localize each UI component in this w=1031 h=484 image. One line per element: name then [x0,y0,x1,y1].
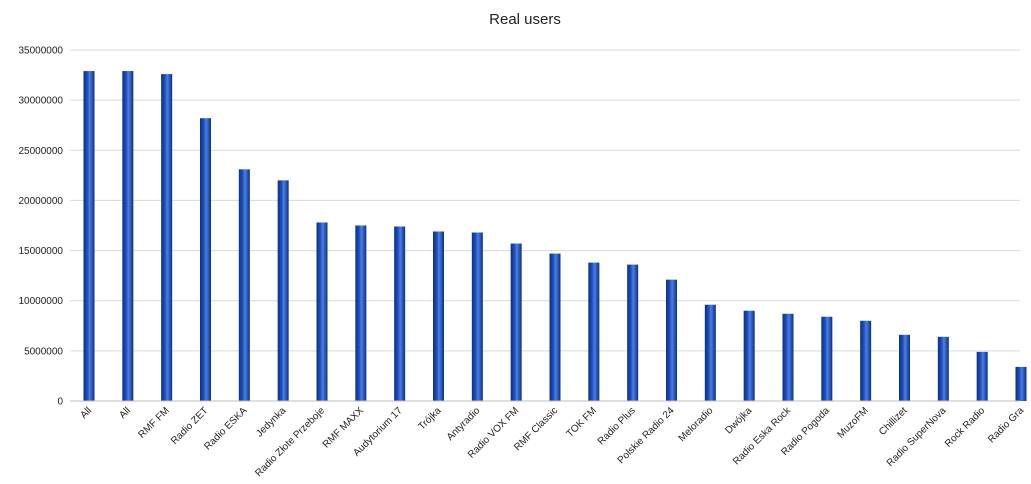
bar [433,231,444,401]
x-tick-label: Radio Gra [986,405,1026,445]
bar [666,279,677,401]
y-axis-ticks: 0 5000000 10000000 15000000 20000000 25000000… [19,46,64,408]
x-tick-label: Radio ZET [169,405,211,447]
x-tick-label: Radio Plus [596,405,638,447]
bar [588,262,600,401]
bar [821,316,833,401]
gridlines [70,49,1020,352]
y-tick-label: 35000000 [19,46,64,57]
x-tick-label: Dwójka [723,405,754,436]
x-tick-label: Trójka [416,405,443,432]
x-tick-label: Jedynka [254,405,288,439]
bar [200,118,211,402]
bar [899,334,910,401]
chart-title: Real users [489,11,561,28]
bar [743,310,755,401]
bar [161,74,173,401]
x-tick-label: Rock Radio [943,405,988,450]
y-tick-label: 30000000 [19,96,64,107]
x-tick-label: Chillizet [877,405,910,438]
bars [83,71,1027,402]
y-tick-label: 15000000 [19,246,64,257]
bar [510,243,522,401]
x-tick-label: RMF FM [137,405,172,440]
y-tick-label: 10000000 [19,296,64,307]
y-tick-label: 25000000 [19,146,64,157]
bar [782,313,794,401]
x-tick-label: All [117,405,133,421]
x-tick-label: Radio Złote Przeboje [253,405,327,479]
bar [277,180,289,401]
bar [355,225,367,401]
bar [471,232,483,401]
bar [704,304,716,401]
bar [976,351,988,401]
bar [316,222,328,401]
bar [937,336,949,401]
bar [238,169,250,401]
x-tick-label: All [78,405,94,421]
x-tick-label: Meloradio [677,405,716,444]
bar [83,71,95,401]
bar [122,71,134,401]
bar [860,320,872,401]
y-tick-label: 5000000 [24,346,63,357]
bar [394,226,406,401]
y-tick-label: 20000000 [19,196,64,207]
bar [1015,366,1027,401]
x-tick-label: MuzoFM [835,405,870,440]
bar [627,264,639,401]
x-tick-label: Antyradio [445,405,483,443]
x-tick-label: TOK FM [565,405,599,439]
y-tick-label: 0 [57,397,63,408]
bar [549,253,561,401]
